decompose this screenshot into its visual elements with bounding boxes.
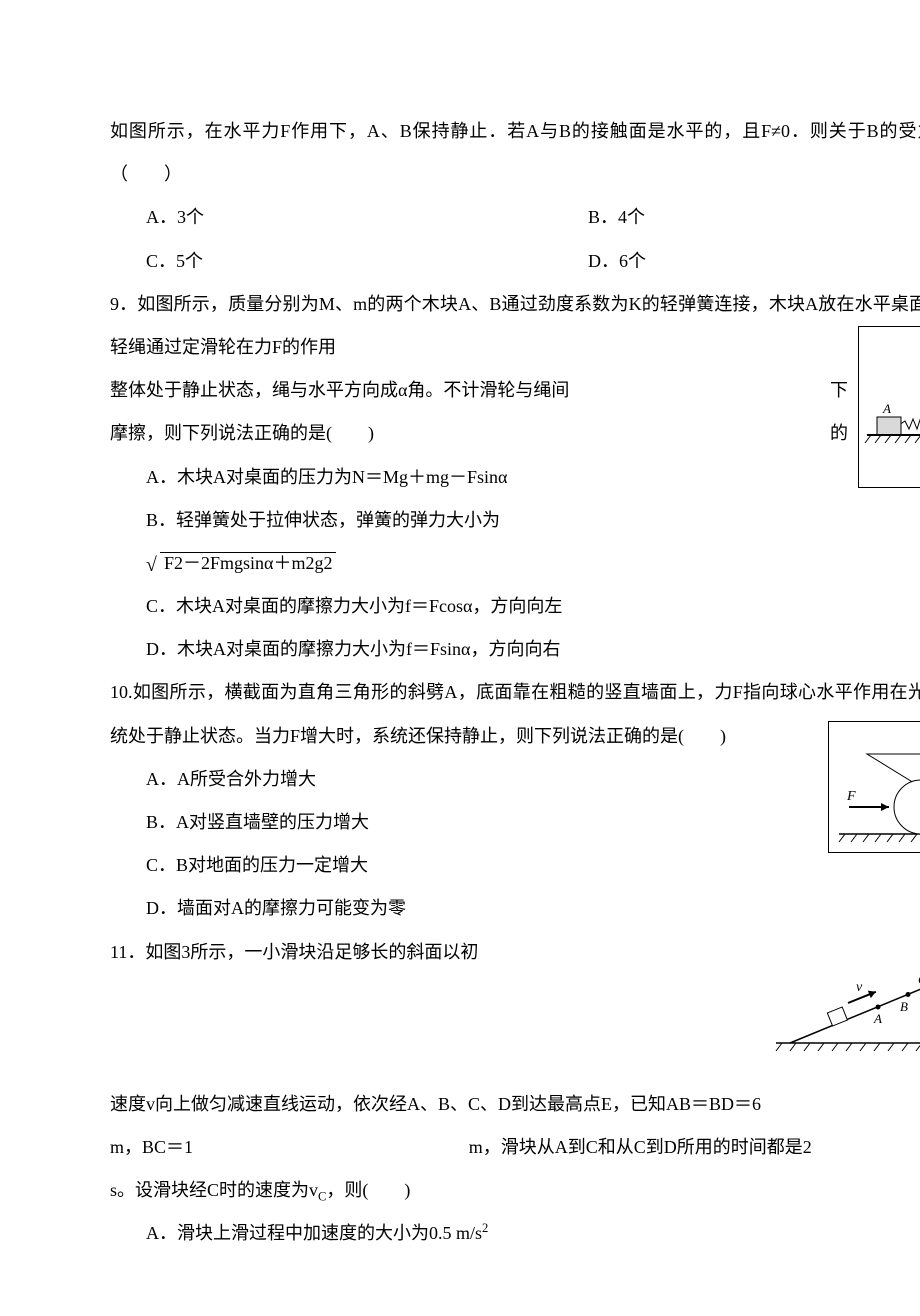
q11-opt-a: A．滑块上滑过程中加速度的大小为0.5 m/s2	[110, 1212, 920, 1255]
q11-intro3-tail: ，则( )	[326, 1180, 410, 1200]
q8-options-row2: C．5个 D．6个	[110, 240, 920, 283]
q9-line3-left: 摩擦，则下列说法正确的是( )	[110, 412, 374, 455]
q10-diagram-wrap: A B F	[828, 721, 920, 869]
q11-opt-a-pre: A．滑块上滑过程中加速度的大小为0.5 m/s	[146, 1223, 482, 1243]
q8-opt-b: B．4个	[588, 196, 920, 239]
table-hatch	[865, 435, 920, 443]
q11-intro2b: m，BC＝1	[110, 1126, 469, 1169]
q9-opt-d: D．木块A对桌面的摩擦力大小为f＝Fsinα，方向向右	[110, 628, 920, 671]
q9-opt-b: B．轻弹簧处于拉伸状态，弹簧的弹力大小为	[110, 499, 920, 542]
q9-diagram: F α B A	[858, 326, 920, 488]
q9-opt-b-sqrt: F2－2Fmgsinα＋m2g2	[160, 552, 336, 573]
ground-hatch	[776, 1043, 920, 1051]
q10-label-f: F	[846, 789, 856, 804]
q10-intro: 10.如图所示，横截面为直角三角形的斜劈A，底面靠在粗糙的竖直墙面上，力F指向球…	[110, 682, 920, 745]
q10-diagram: A B F	[828, 721, 920, 853]
q11-intro2a: 速度v向上做匀减速直线运动，依次经A、B、C、D到达最高点E，已知AB＝BD＝6	[110, 1083, 920, 1126]
q10-opt-d: D．墙面对A的摩擦力可能变为零	[110, 887, 920, 930]
q11-intro1: 11．如图3所示，一小滑块沿足够长的斜面以初	[110, 942, 478, 962]
q11-opt-a-sup: 2	[482, 1221, 488, 1235]
q11-diagram-wrap: v A B C D E	[770, 931, 920, 1077]
q8-opt-d: D．6个	[588, 240, 920, 283]
block-a	[877, 417, 901, 435]
q11-intro3-line: s。设滑块经C时的速度为vC，则( )	[110, 1169, 920, 1212]
q10-opt-a: A．A所受合外力增大	[110, 758, 920, 801]
q11-intro2c: m，滑块从A到C和从C到D所用的时间都是2	[469, 1126, 812, 1169]
q9-intro-text: 9．如图所示，质量分别为M、m的两个木块A、B通过劲度系数为K的轻弹簧连接，木块…	[110, 294, 920, 357]
q9-opt-c: C．木块A对桌面的摩擦力大小为f＝Fcosα，方向向左	[110, 585, 920, 628]
q9-line2-right: 下	[830, 369, 848, 412]
q8-intro: 如图所示，在水平力F作用下，A、B保持静止．若A与B的接触面是水平的，且F≠0．…	[110, 110, 920, 196]
q11-label-b: B	[900, 999, 908, 1014]
q9-opt-b-expr: √ F2－2Fmgsinα＋m2g2	[110, 542, 920, 585]
spring-icon	[899, 393, 920, 429]
q11-diagram: v A B C D E	[770, 931, 920, 1061]
label-a: A	[882, 401, 891, 416]
q9-diagram-wrap: F α B A	[858, 326, 920, 504]
q10-block: 10.如图所示，横截面为直角三角形的斜劈A，底面靠在粗糙的竖直墙面上，力F指向球…	[110, 671, 920, 930]
floor-hatch	[839, 834, 920, 842]
q9-line2-left: 整体处于静止状态，绳与水平方向成α角。不计滑轮与绳间	[110, 369, 569, 412]
q8-opt-a: A．3个	[146, 196, 588, 239]
q11-label-v: v	[856, 980, 863, 995]
ball-b	[894, 780, 920, 834]
q9-line3-right: 的	[830, 412, 848, 455]
q9-block: 9．如图所示，质量分别为M、m的两个木块A、B通过劲度系数为K的轻弹簧连接，木块…	[110, 283, 920, 672]
q9-opt-a: A．木块A对桌面的压力为N＝Mg＋mg－Fsinα	[110, 456, 920, 499]
q10-opt-c: C．B对地面的压力一定增大	[110, 844, 920, 887]
q8-opt-c: C．5个	[146, 240, 588, 283]
q11-label-a: A	[873, 1011, 882, 1026]
q11-block: v A B C D E 11．如图3所示，一小滑块沿足够长的斜面以初 速度v向上…	[110, 931, 920, 1256]
slider-block	[827, 1007, 847, 1026]
q10-opt-b: B．A对竖直墙壁的压力增大	[110, 801, 920, 844]
incline-line	[790, 949, 920, 1043]
q8-options-row1: A．3个 B．4个	[110, 196, 920, 239]
q11-intro3: s。设滑块经C时的速度为v	[110, 1180, 318, 1200]
q8-intro-text: 如图所示，在水平力F作用下，A、B保持静止．若A与B的接触面是水平的，且F≠0．…	[110, 121, 920, 184]
